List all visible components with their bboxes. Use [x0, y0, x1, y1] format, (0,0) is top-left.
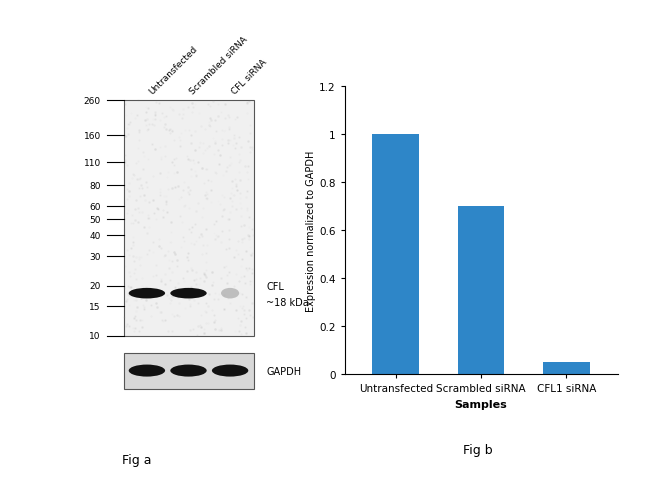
Ellipse shape: [129, 365, 165, 377]
Bar: [372, 134, 419, 374]
X-axis label: Samples: Samples: [454, 399, 508, 409]
Text: Fig a: Fig a: [122, 453, 151, 466]
Ellipse shape: [170, 288, 207, 299]
Text: 20: 20: [90, 281, 101, 290]
Bar: [458, 206, 504, 374]
Text: 110: 110: [83, 158, 101, 168]
Text: 15: 15: [89, 302, 101, 311]
Text: 30: 30: [89, 252, 101, 261]
Ellipse shape: [129, 288, 165, 299]
Text: 160: 160: [83, 132, 101, 140]
Text: 80: 80: [89, 181, 101, 191]
Text: ~18 kDa: ~18 kDa: [266, 297, 309, 307]
Bar: [543, 362, 590, 374]
FancyBboxPatch shape: [124, 101, 254, 336]
Text: Untransfected: Untransfected: [147, 44, 199, 96]
Text: 40: 40: [90, 231, 101, 240]
Text: 60: 60: [89, 202, 101, 211]
Ellipse shape: [212, 365, 248, 377]
Y-axis label: Expression normalized to GAPDH: Expression normalized to GAPDH: [306, 150, 316, 311]
Ellipse shape: [221, 288, 239, 299]
Text: Scrambled siRNA: Scrambled siRNA: [188, 35, 250, 96]
Text: GAPDH: GAPDH: [266, 366, 302, 376]
Text: Fig b: Fig b: [463, 443, 493, 456]
FancyBboxPatch shape: [124, 353, 254, 389]
Text: CFL siRNA: CFL siRNA: [230, 58, 268, 96]
Text: 260: 260: [84, 96, 101, 105]
Text: 50: 50: [89, 216, 101, 224]
Text: CFL: CFL: [266, 281, 285, 291]
Text: 10: 10: [89, 332, 101, 340]
Ellipse shape: [170, 365, 207, 377]
